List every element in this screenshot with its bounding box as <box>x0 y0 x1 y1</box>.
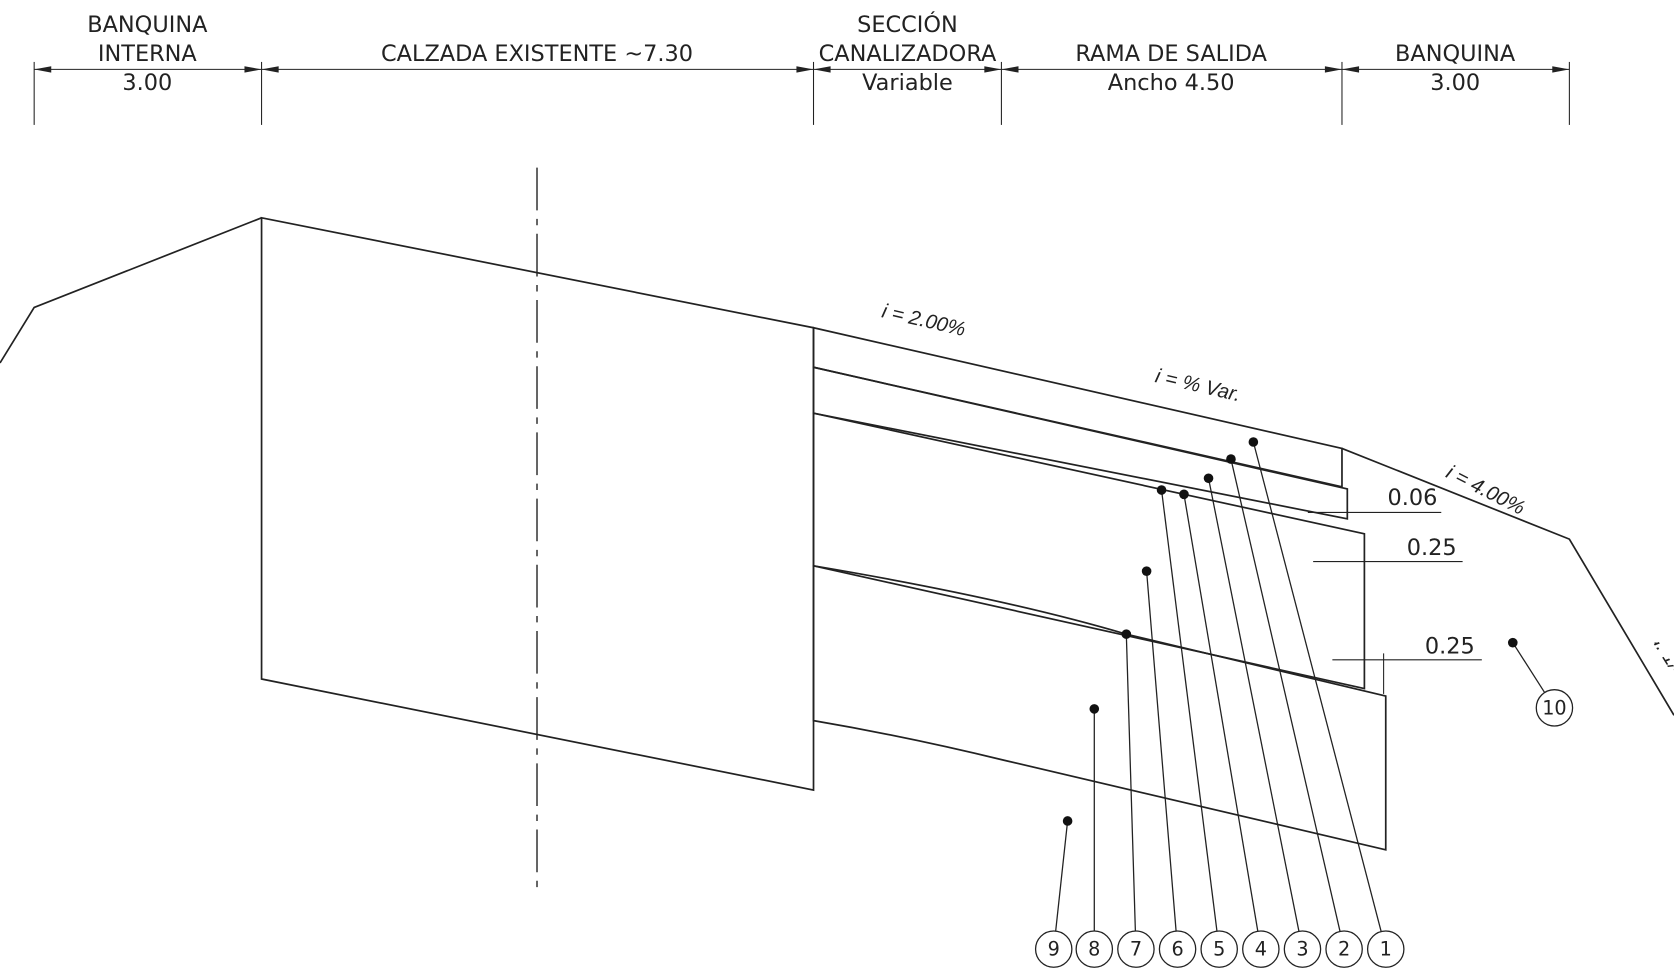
leader <box>1145 571 1177 932</box>
callout-circle <box>1325 930 1363 968</box>
dim-label: CALZADA EXISTENTE ~7.30 <box>381 41 693 67</box>
callout-circle <box>1075 930 1114 968</box>
dimension-line: BANQUINA INTERNA 3.00 CALZADA EXISTENTE … <box>33 10 1570 125</box>
callout-circle <box>1200 930 1238 968</box>
slope-label: i = % Var. <box>1153 365 1243 406</box>
leader <box>1252 441 1382 932</box>
dim-value: Ancho 4.50 <box>1108 70 1235 96</box>
dim-value: 3.00 <box>1430 70 1480 96</box>
dot <box>1179 489 1189 500</box>
callout-number: 4 <box>1255 938 1267 961</box>
leader <box>1512 642 1546 693</box>
thickness: 0.25 <box>1425 633 1475 659</box>
dot <box>1507 637 1518 648</box>
dot <box>1156 485 1167 495</box>
dim-label: BANQUINA <box>1395 41 1516 67</box>
dim-value: Variable <box>862 70 953 96</box>
callout-circle <box>1242 930 1280 968</box>
dim-label: SECCIÓN <box>857 10 958 38</box>
callout-number: 7 <box>1130 938 1142 961</box>
leader <box>1207 478 1300 932</box>
callout-number: 2 <box>1338 938 1350 961</box>
dim-label: INTERNA <box>98 41 198 67</box>
callout-number: 8 <box>1088 938 1100 961</box>
dot <box>1203 473 1214 484</box>
callout-number: 1 <box>1380 938 1392 961</box>
dim-label: RAMA DE SALIDA <box>1075 41 1267 67</box>
leader <box>1125 634 1137 931</box>
dot <box>1141 566 1152 576</box>
callouts: 1 2 3 4 5 6 7 8 9 10 <box>1034 437 1574 968</box>
dot <box>1248 437 1259 447</box>
thickness: 0.06 <box>1387 485 1437 511</box>
slope-label: i = 2.00% <box>880 300 968 341</box>
callout-circle <box>1283 930 1322 968</box>
callout-circle <box>1535 689 1574 727</box>
thickness: 0.25 <box>1407 535 1457 561</box>
leader <box>1230 458 1341 932</box>
dim-value: 3.00 <box>122 70 172 96</box>
slope-label: i = 4.00% <box>1442 461 1528 519</box>
callout-circle <box>1034 930 1073 968</box>
dot <box>1089 704 1100 714</box>
callout-number: 3 <box>1296 938 1308 961</box>
dot <box>1226 454 1236 464</box>
callout-number: 9 <box>1048 938 1060 961</box>
callout-circle <box>1158 930 1197 968</box>
leader <box>1183 494 1259 932</box>
leader <box>1055 820 1069 932</box>
leader <box>1160 489 1218 932</box>
dot <box>1062 816 1073 826</box>
callout-number: 6 <box>1171 938 1183 961</box>
callout-circle <box>1366 930 1405 968</box>
callout-number: 5 <box>1213 938 1225 961</box>
callout-circle <box>1117 930 1155 968</box>
callout-number: 10 <box>1542 696 1566 719</box>
dim-label: CANALIZADORA <box>819 41 997 67</box>
slope-label: Talud: 1/4 <box>1626 597 1674 684</box>
dim-label: BANQUINA <box>87 12 208 38</box>
drawing: 0.06 0.25 0.25 i = 2.00% i = % Var. i = … <box>0 167 1674 892</box>
dot <box>1121 629 1132 639</box>
